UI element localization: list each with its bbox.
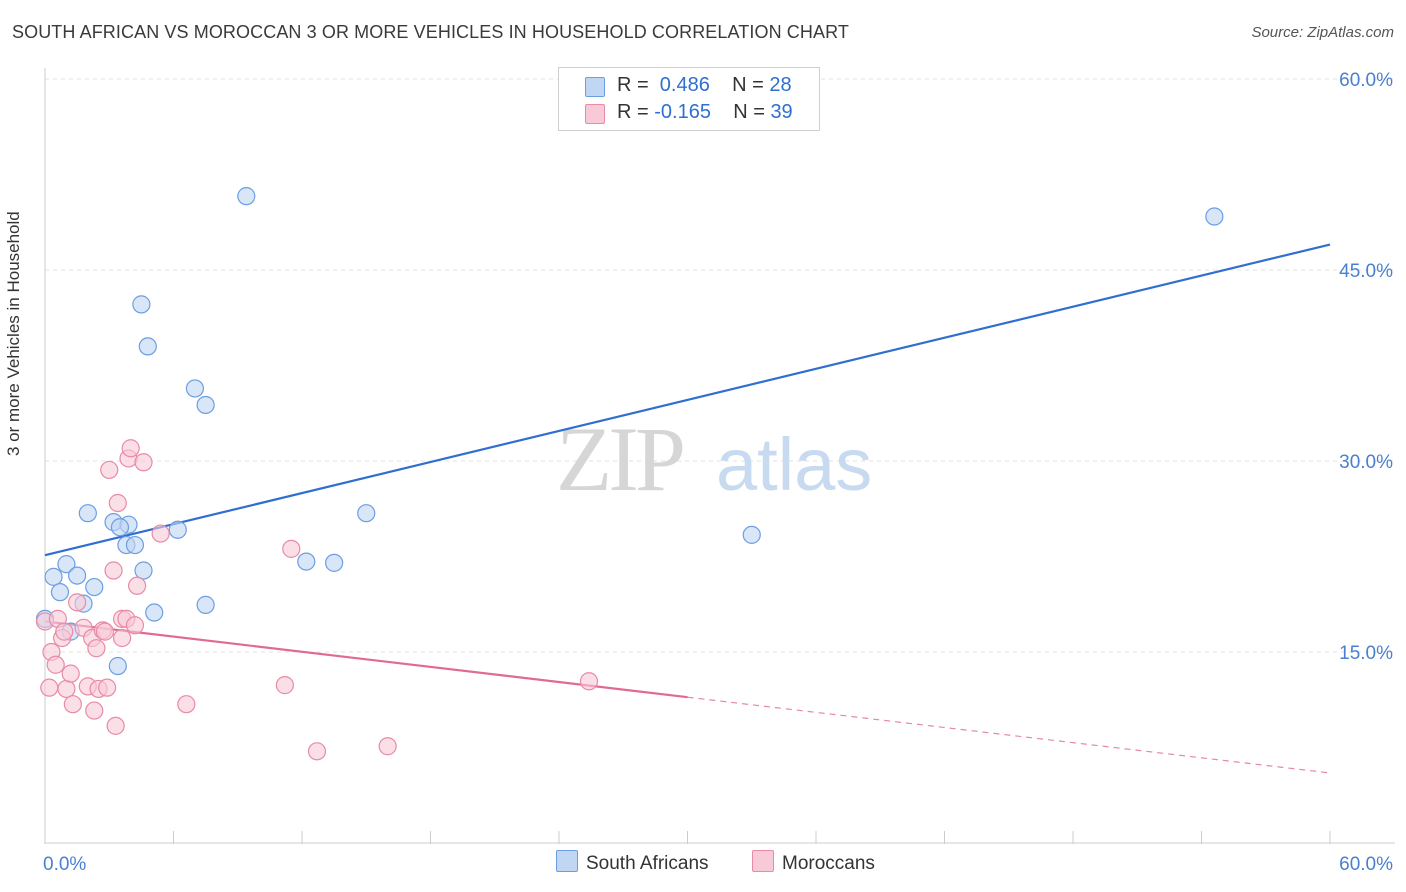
- point-0-15: [145, 603, 164, 622]
- point-0-16: [168, 520, 187, 539]
- tick-labels: 15.0% 30.0% 45.0% 60.0% 0.0% 60.0%: [43, 70, 1393, 875]
- point-0-21: [185, 379, 205, 398]
- chart-title: SOUTH AFRICAN VS MOROCCAN 3 OR MORE VEHI…: [12, 22, 849, 42]
- x-tick-label-1: 60.0%: [1339, 854, 1393, 875]
- point-0-17: [108, 656, 127, 676]
- legend-label-moroccans: Moroccans: [782, 853, 875, 874]
- r-value-south-africans: 0.486: [659, 74, 710, 96]
- watermark-zip: ZIP: [556, 408, 683, 510]
- point-0-24: [297, 552, 316, 571]
- point-0-4: [68, 566, 87, 585]
- trend-line-0: [44, 243, 1331, 557]
- trend-line-1: [44, 620, 688, 699]
- point-1-6: [55, 622, 74, 641]
- legend-item-moroccans[interactable]: Moroccans: [752, 850, 875, 875]
- point-0-8: [78, 504, 97, 523]
- point-1-29: [134, 453, 153, 472]
- y-tick-label-2: 45.0%: [1339, 261, 1393, 282]
- point-1-38: [579, 672, 599, 691]
- point-0-12: [125, 535, 145, 555]
- point-0-26: [357, 504, 376, 523]
- legend-item-south-africans[interactable]: South Africans: [556, 850, 709, 875]
- point-1-8: [61, 664, 80, 683]
- n-value-south-africans: 28: [769, 74, 792, 96]
- x-tick-label-0: 0.0%: [43, 854, 86, 875]
- point-0-18: [196, 595, 215, 614]
- y-axis-label: 3 or more Vehicles in Household: [4, 211, 23, 456]
- y-tick-label-3: 60.0%: [1339, 70, 1393, 91]
- trend-lines: [44, 243, 1331, 774]
- stats-swatch-south-africans: [585, 77, 605, 97]
- stats-box: R = 0.486 N = 28 R = -0.165 N = 39: [558, 67, 820, 131]
- point-1-18: [98, 678, 117, 697]
- point-1-34: [282, 539, 301, 558]
- legend-swatch-moroccans: [752, 850, 774, 872]
- point-0-20: [138, 337, 157, 356]
- point-0-28: [1205, 207, 1224, 226]
- point-1-19: [100, 460, 119, 480]
- stats-text-moroccans: R = -0.165 N = 39: [617, 101, 793, 123]
- point-1-21: [104, 561, 123, 580]
- point-0-22: [196, 395, 215, 415]
- point-0-14: [134, 561, 153, 580]
- point-1-31: [151, 524, 170, 543]
- point-1-32: [177, 695, 196, 714]
- point-1-1: [40, 678, 59, 697]
- y-tick-label-0: 15.0%: [1339, 643, 1393, 664]
- point-0-19: [132, 295, 151, 314]
- n-value-moroccans: 39: [770, 101, 793, 123]
- point-0-2: [50, 583, 70, 602]
- point-1-10: [68, 593, 87, 612]
- point-1-36: [378, 737, 397, 756]
- point-1-35: [307, 742, 327, 761]
- point-1-23: [106, 716, 125, 735]
- stats-swatch-moroccans: [585, 104, 605, 124]
- legend-swatch-south-africans: [556, 850, 578, 872]
- point-1-20: [95, 622, 115, 641]
- point-0-25: [325, 553, 344, 572]
- point-1-22: [108, 493, 127, 513]
- point-0-3: [57, 555, 76, 574]
- point-1-30: [125, 616, 145, 635]
- point-1-37: [112, 628, 132, 648]
- point-1-9: [63, 695, 82, 714]
- point-0-1: [44, 567, 63, 586]
- point-1-33: [275, 676, 294, 695]
- point-1-3: [46, 655, 65, 674]
- point-1-14: [87, 639, 106, 658]
- point-0-7: [85, 577, 104, 597]
- point-1-27: [121, 439, 140, 458]
- point-1-7: [57, 679, 76, 699]
- axes: [44, 68, 1395, 844]
- point-0-23: [237, 187, 256, 206]
- trend-line-dashed-1: [687, 696, 1331, 774]
- source-label: Source: ZipAtlas.com: [1251, 24, 1394, 41]
- y-tick-label-1: 30.0%: [1339, 452, 1393, 473]
- legend-label-south-africans: South Africans: [586, 853, 709, 874]
- grid: [45, 78, 1395, 653]
- r-value-moroccans: -0.165: [654, 101, 711, 123]
- stats-text-south-africans: R = 0.486 N = 28: [617, 74, 792, 96]
- watermark-atlas: atlas: [716, 423, 872, 506]
- point-1-28: [127, 576, 147, 595]
- point-0-27: [742, 525, 761, 544]
- point-1-16: [85, 701, 104, 720]
- point-0-13: [110, 518, 130, 537]
- data-points: [35, 187, 1224, 761]
